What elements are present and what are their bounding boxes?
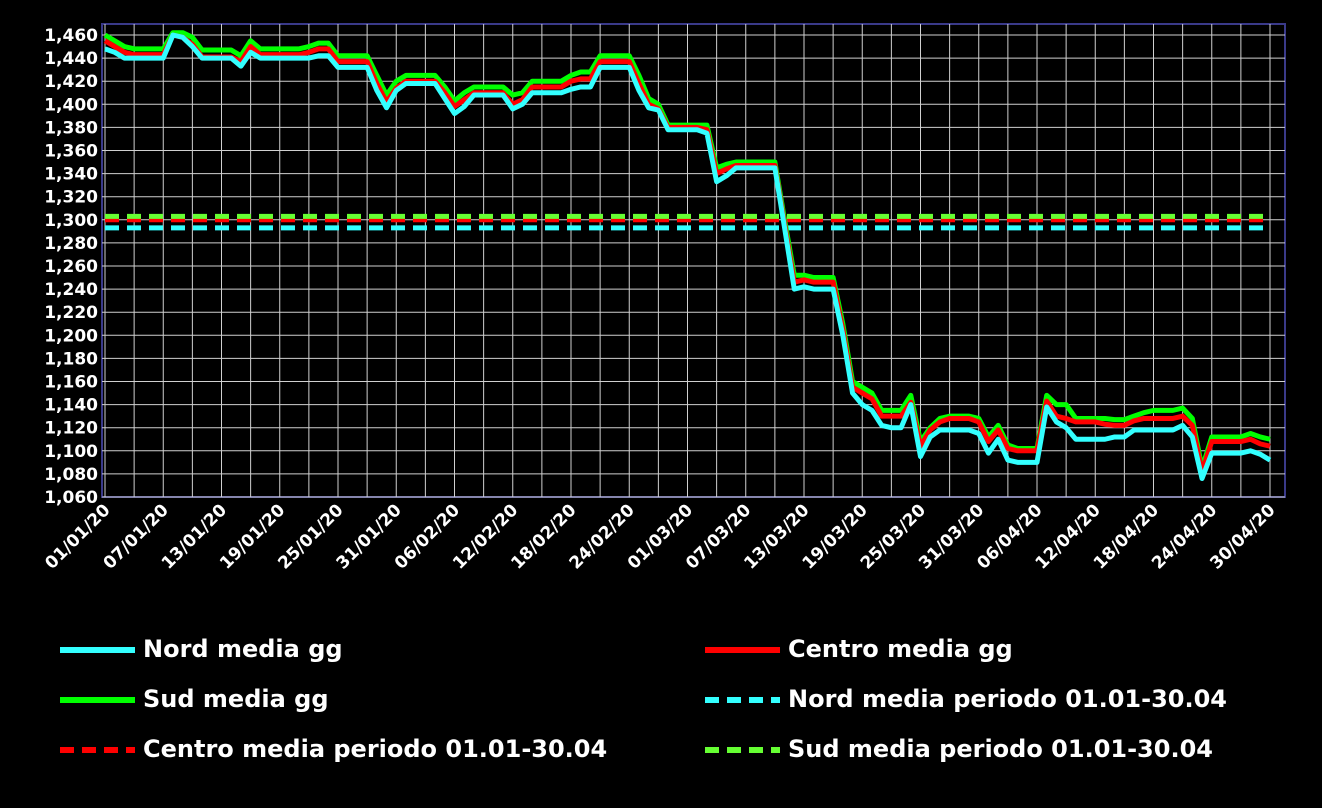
legend-label: Sud media gg <box>143 685 329 713</box>
y-tick-label: 1,300 <box>44 211 98 231</box>
y-tick-label: 1,200 <box>44 326 98 346</box>
y-tick-label: 1,460 <box>44 26 98 46</box>
y-tick-label: 1,420 <box>44 72 98 92</box>
series-line <box>104 32 1272 482</box>
y-tick-label: 1,280 <box>44 234 98 254</box>
legend-label: Centro media gg <box>788 635 1013 663</box>
y-tick-label: 1,080 <box>44 465 98 485</box>
y-tick-label: 1,180 <box>44 349 98 369</box>
legend-label: Sud media periodo 01.01-30.04 <box>788 735 1213 763</box>
y-tick-label: 1,400 <box>44 95 98 115</box>
y-tick-label: 1,260 <box>44 257 98 277</box>
y-tick-label: 1,220 <box>44 303 98 323</box>
legend-label: Nord media gg <box>143 635 343 663</box>
legend-label: Centro media periodo 01.01-30.04 <box>143 735 607 763</box>
y-tick-label: 1,380 <box>44 118 98 138</box>
y-tick-label: 1,160 <box>44 373 98 393</box>
y-tick-label: 1,120 <box>44 419 98 439</box>
y-tick-label: 1,100 <box>44 442 98 462</box>
y-tick-label: 1,360 <box>44 142 98 162</box>
y-tick-label: 1,340 <box>44 165 98 185</box>
y-tick-label: 1,060 <box>44 488 98 508</box>
y-tick-label: 1,440 <box>44 49 98 69</box>
legend-label: Nord media periodo 01.01-30.04 <box>788 685 1227 713</box>
y-tick-label: 1,320 <box>44 188 98 208</box>
y-tick-label: 1,140 <box>44 396 98 416</box>
y-tick-label: 1,240 <box>44 280 98 300</box>
